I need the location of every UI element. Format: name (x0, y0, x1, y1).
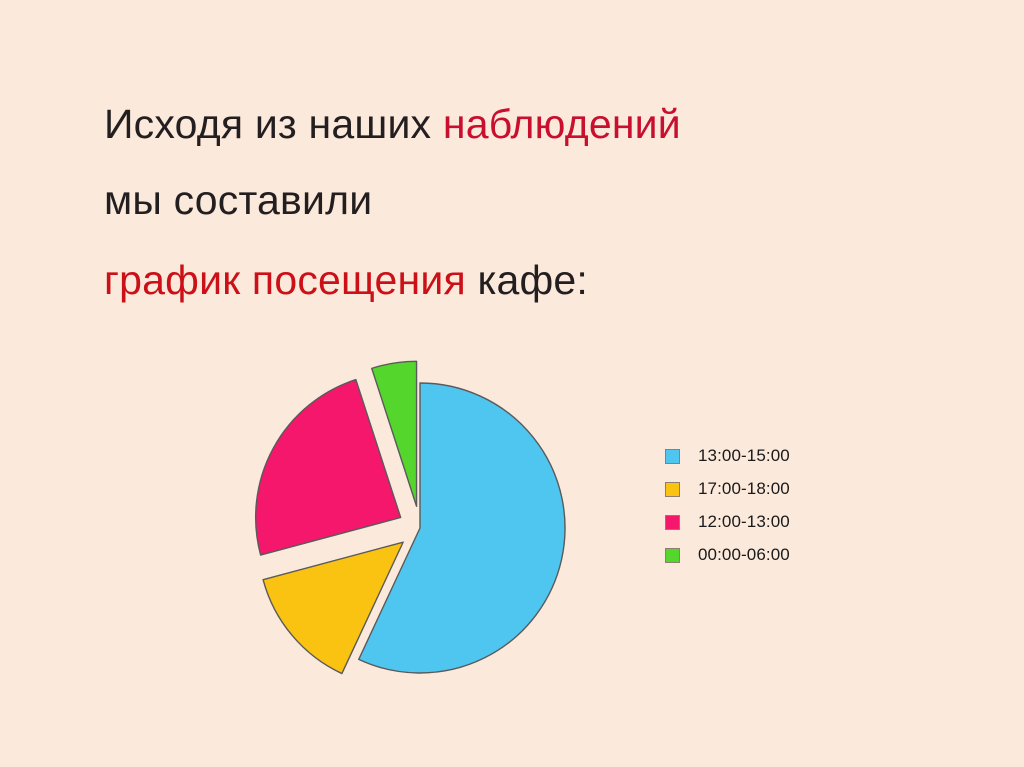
legend-swatch-17-18 (665, 481, 680, 497)
legend-label-13-15: 13:00-15:00 (698, 446, 790, 465)
legend-swatch-13-15 (665, 448, 680, 464)
legend-item-3[interactable]: 00:00-06:00 (665, 545, 790, 565)
headline-line-1-plain: Исходя из наших (104, 101, 443, 147)
headline-block: Исходя из наших наблюдений мы составили … (104, 86, 934, 318)
pie-slice-00:00-06:00[interactable] (371, 360, 418, 507)
headline-line-2: мы составили (104, 177, 373, 223)
legend-label-00-06: 00:00-06:00 (698, 545, 790, 564)
chart-legend: 13:00-15:00 17:00-18:00 12:00-13:00 00:0… (665, 446, 790, 565)
legend-item-2[interactable]: 12:00-13:00 (665, 512, 790, 532)
pie-slice-13:00-15:00[interactable] (358, 382, 566, 674)
pie-slice-12:00-13:00[interactable] (254, 378, 402, 556)
headline-line-3-accent: график посещения (104, 257, 466, 303)
headline-line-3: график посещения кафе: (104, 242, 934, 318)
headline-line-3-plain: кафе: (465, 257, 589, 303)
pie-chart-area: 13:00-15:00 17:00-18:00 12:00-13:00 00:0… (240, 352, 860, 702)
headline-line-1-accent: наблюдений (442, 101, 681, 147)
legend-swatch-00-06 (665, 547, 680, 563)
legend-label-12-13: 12:00-13:00 (698, 512, 790, 531)
pie-chart-svg (254, 360, 566, 675)
legend-item-1[interactable]: 17:00-18:00 (665, 479, 790, 499)
legend-swatch-12-13 (665, 514, 680, 530)
headline-line-1: Исходя из наших наблюдений (104, 86, 934, 162)
pie-slice-group (254, 360, 566, 675)
pie-slice-17:00-18:00[interactable] (262, 541, 404, 675)
legend-label-17-18: 17:00-18:00 (698, 479, 790, 498)
legend-item-0[interactable]: 13:00-15:00 (665, 446, 790, 466)
